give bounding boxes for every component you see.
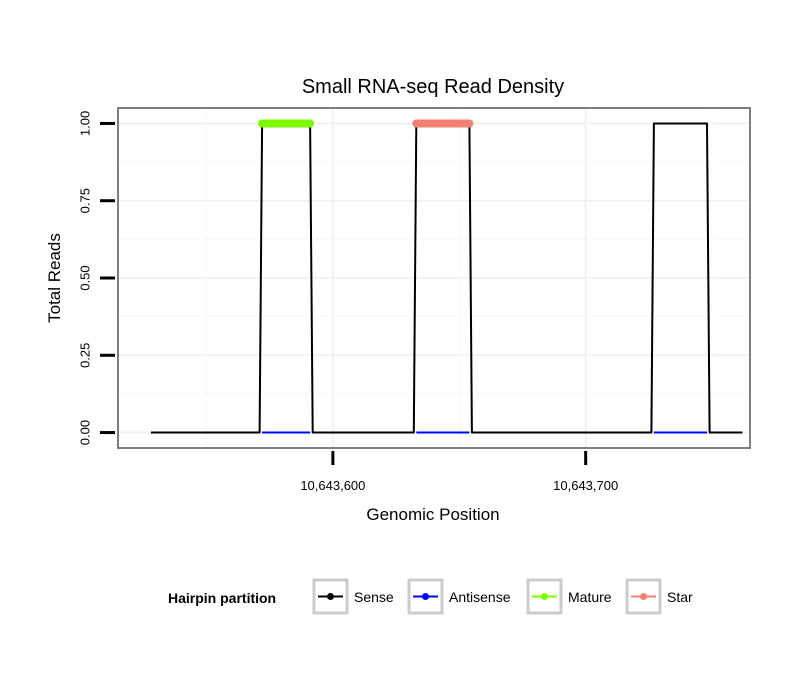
series-layer: [150, 119, 743, 434]
x-axis-label: Genomic Position: [366, 505, 499, 524]
legend-label-star: Star: [667, 589, 693, 605]
legend-label-mature: Mature: [568, 589, 612, 605]
y-tick-label-0: 0.00: [78, 420, 93, 445]
y-tick-label-4: 1.00: [78, 111, 93, 136]
legend-key-dot-star: [640, 593, 647, 600]
y-axis-label: Total Reads: [45, 233, 64, 323]
legend: Hairpin partition Sense Antisense Mature St…: [168, 578, 693, 615]
legend-label-sense: Sense: [354, 589, 394, 605]
legend-key-dot-sense: [327, 593, 334, 600]
y-tick-label-1: 0.25: [78, 343, 93, 368]
y-tick-label-2: 0.50: [78, 265, 93, 290]
y-tick-label-3: 0.75: [78, 188, 93, 213]
legend-label-antisense: Antisense: [449, 589, 511, 605]
x-tick-label-0: 10,643,600: [300, 478, 365, 493]
legend-key-dot-antisense: [422, 593, 429, 600]
x-axis: 10,643,600 10,643,700: [300, 451, 618, 493]
x-tick-label-1: 10,643,700: [553, 478, 618, 493]
grid: [118, 108, 750, 448]
legend-title: Hairpin partition: [168, 590, 276, 606]
legend-key-dot-mature: [541, 593, 548, 600]
y-axis: 0.00 0.25 0.50 0.75 1.00: [78, 111, 115, 445]
plot-border: [117, 107, 751, 449]
chart-title: Small RNA-seq Read Density: [302, 76, 564, 98]
